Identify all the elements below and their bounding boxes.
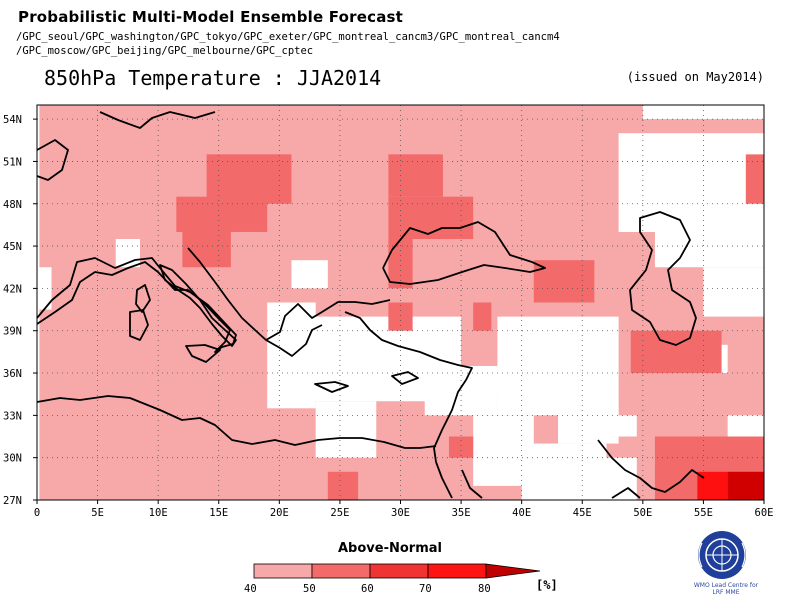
coastline-corsica bbox=[135, 284, 151, 313]
axis-labels: 54N 51N 48N 45N 42N 39N 36N 33N 30N 27N 0 5E 10E 15E 2… bbox=[3, 114, 773, 519]
coastline-crete bbox=[314, 381, 349, 393]
probability-cell bbox=[388, 154, 443, 197]
lat-tick-label: 39N bbox=[3, 326, 22, 338]
lon-tick-label: 30E bbox=[391, 507, 410, 519]
probability-cell bbox=[703, 267, 764, 317]
probability-cell bbox=[594, 415, 637, 437]
probability-cell bbox=[630, 330, 722, 374]
legend-label-80: 80 bbox=[478, 583, 491, 595]
probability-cell bbox=[206, 154, 292, 204]
probability-cell bbox=[606, 457, 637, 500]
coastline-red-sea bbox=[435, 461, 483, 499]
coastline-uk bbox=[36, 139, 69, 181]
lon-tick-label: 60E bbox=[755, 507, 774, 519]
coastline-turkey bbox=[344, 311, 473, 463]
lat-tick-label: 42N bbox=[3, 283, 22, 295]
logo-caption-line-1: WMO Lead Centre for bbox=[693, 582, 759, 589]
probability-cell bbox=[291, 260, 328, 289]
legend-unit: [%] bbox=[536, 578, 558, 592]
probability-cell bbox=[521, 443, 607, 500]
probability-cell bbox=[388, 302, 413, 331]
legend-labels: 40 50 60 70 80 bbox=[244, 583, 491, 595]
probability-cell bbox=[745, 154, 764, 204]
probability-cell bbox=[473, 302, 492, 331]
coastline-persian-gulf bbox=[597, 439, 705, 499]
legend-label-50: 50 bbox=[303, 583, 316, 595]
probability-cell bbox=[448, 436, 474, 458]
probability-cell bbox=[424, 373, 449, 416]
coastlines bbox=[36, 111, 705, 499]
lat-tick-label: 36N bbox=[3, 368, 22, 380]
lat-tick-label: 48N bbox=[3, 199, 22, 211]
lon-tick-label: 20E bbox=[270, 507, 289, 519]
lon-tick-label: 35E bbox=[452, 507, 471, 519]
coastline-greece bbox=[265, 324, 323, 357]
legend-title: Above-Normal bbox=[338, 541, 442, 556]
probability-cell bbox=[727, 415, 764, 437]
probability-cell bbox=[654, 203, 764, 268]
legend-colorbar bbox=[253, 563, 541, 579]
legend-swatch-60 bbox=[369, 563, 429, 579]
model-list-line-1: /GPC_seoul/GPC_washington/GPC_tokyo/GPC_… bbox=[16, 31, 560, 43]
legend-arrow bbox=[485, 563, 541, 579]
probability-cell bbox=[315, 401, 377, 458]
graticule bbox=[36, 105, 765, 501]
legend-label-70: 70 bbox=[419, 583, 432, 595]
lon-tick-label: 15E bbox=[209, 507, 228, 519]
coastline-cyprus bbox=[391, 371, 419, 385]
lon-tick-label: 5E bbox=[91, 507, 104, 519]
legend-swatch-70 bbox=[427, 563, 487, 579]
lat-tick-label: 45N bbox=[3, 241, 22, 253]
probability-cell bbox=[176, 196, 268, 232]
lon-tick-label: 10E bbox=[149, 507, 168, 519]
coastline-baltic bbox=[99, 111, 216, 129]
coastline-italy bbox=[159, 264, 237, 347]
logo-caption-line-2: LRF MME bbox=[712, 589, 740, 596]
lat-tick-label: 54N bbox=[3, 114, 22, 126]
lon-tick-label: 50E bbox=[633, 507, 652, 519]
probability-cell bbox=[642, 105, 764, 120]
legend-swatch-50 bbox=[311, 563, 371, 579]
coastline-caspian bbox=[629, 211, 697, 346]
coastline-north-africa bbox=[36, 395, 437, 449]
logo-caption: WMO Lead Centre for LRF MME bbox=[686, 582, 766, 596]
lat-tick-label: 27N bbox=[3, 495, 22, 507]
coastline-balkans bbox=[187, 247, 391, 341]
probability-cell bbox=[327, 471, 359, 500]
legend-swatch-40 bbox=[253, 563, 313, 579]
probability-cell-80 bbox=[727, 471, 764, 500]
coastline-sardinia bbox=[129, 309, 149, 341]
lat-tick-label: 30N bbox=[3, 453, 22, 465]
legend-label-60: 60 bbox=[361, 583, 374, 595]
probability-cell bbox=[497, 316, 619, 416]
lat-tick-label: 51N bbox=[3, 156, 22, 168]
coastline-black-sea bbox=[382, 221, 546, 285]
probability-cell bbox=[37, 267, 52, 310]
legend-label-40: 40 bbox=[244, 583, 257, 595]
coastline-sicily bbox=[185, 344, 221, 363]
lon-tick-label: 40E bbox=[512, 507, 531, 519]
lon-tick-label: 0 bbox=[34, 507, 40, 519]
lon-tick-label: 45E bbox=[573, 507, 592, 519]
lon-tick-label: 25E bbox=[330, 507, 349, 519]
issued-date: (issued on May2014) bbox=[626, 70, 764, 84]
model-list-line-2: /GPC_moscow/GPC_beijing/GPC_melbourne/GP… bbox=[16, 45, 314, 57]
lat-tick-label: 33N bbox=[3, 410, 22, 422]
wmo-logo bbox=[698, 531, 746, 579]
forecast-subtitle: 850hPa Temperature : JJA2014 bbox=[44, 66, 382, 90]
map-title: Probabilistic Multi-Model Ensemble Forec… bbox=[18, 8, 404, 26]
lon-tick-label: 55E bbox=[694, 507, 713, 519]
